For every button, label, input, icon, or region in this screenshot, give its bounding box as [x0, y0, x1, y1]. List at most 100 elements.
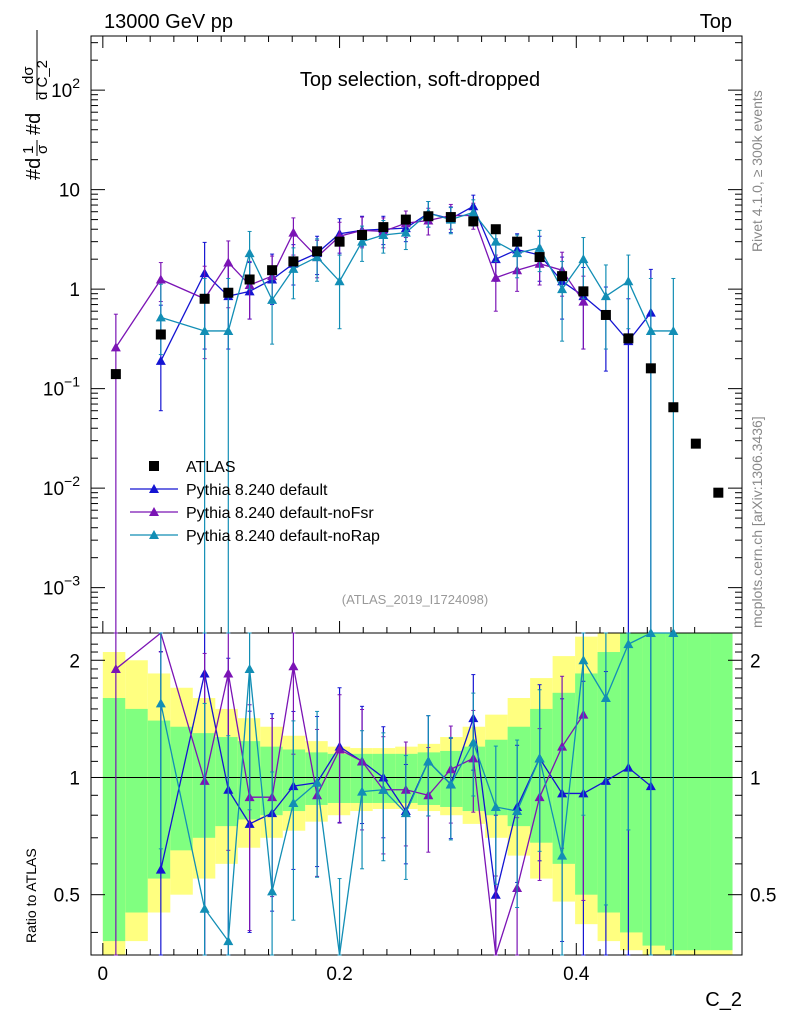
y-tick-label-main: 10 — [59, 181, 80, 202]
rivet-label: Rivet 4.1.0, ≥ 300k events — [749, 90, 765, 252]
point-main — [534, 242, 545, 252]
legend-marker — [149, 530, 159, 539]
legend: ATLAS Pythia 8.240 default Pythia 8.240 de… — [130, 459, 380, 545]
point-ratio — [557, 850, 568, 860]
chart-title: Top selection, soft-dropped — [300, 69, 540, 91]
point-ratio — [623, 639, 634, 649]
stat-uncertainty-band — [530, 708, 553, 843]
plot-frames — [90, 35, 743, 956]
data-point-atlas — [534, 252, 545, 263]
y-tick-label-exp: −3 — [64, 573, 80, 589]
y-axis-label-main: #d 1 σ #d dσ d C_2 — [20, 30, 51, 180]
stat-uncertainty-band — [620, 633, 643, 933]
y-tick-label-ratio-right: 0.5 — [750, 886, 776, 907]
y-tick-label-exp: −1 — [64, 374, 80, 390]
point-ratio — [400, 808, 411, 818]
data-point-atlas — [600, 309, 611, 320]
point-ratio — [668, 628, 679, 637]
stat-uncertainty-band — [507, 726, 531, 827]
point-ratio — [645, 628, 656, 637]
data-point-atlas — [645, 363, 656, 374]
y-tick-label-ratio: 1 — [69, 768, 80, 789]
legend-marker — [149, 507, 159, 516]
point-ratio — [110, 663, 121, 673]
point-main — [223, 257, 234, 267]
y-tick-label-exp: −2 — [64, 473, 80, 489]
point-ratio — [468, 737, 479, 747]
ylabel-part-0: #d — [23, 158, 45, 180]
series-layer — [110, 194, 724, 956]
mcplots-label: mcplots.cern.ch [arXiv:1306.3436] — [749, 416, 765, 628]
point-main — [334, 276, 345, 286]
point-main — [600, 291, 611, 301]
data-point-atlas — [668, 402, 679, 413]
x-axis-label: C_2 — [705, 989, 742, 1011]
point-ratio — [312, 777, 323, 787]
point-ratio — [223, 936, 234, 946]
point-main — [578, 254, 589, 264]
point-main — [244, 248, 255, 258]
data-point-atlas — [557, 271, 568, 282]
y-tick-label-ratio-right: 2 — [750, 651, 761, 672]
point-ratio — [600, 693, 611, 703]
stat-uncertainty-band — [102, 698, 126, 942]
series-atlas — [110, 211, 724, 498]
ylabel-part-3: #d — [23, 113, 45, 135]
data-point-atlas — [578, 286, 589, 297]
data-point-atlas — [423, 211, 434, 222]
legend-label: Pythia 8.240 default-noRap — [186, 528, 380, 545]
point-ratio — [155, 698, 166, 708]
point-ratio — [490, 801, 501, 811]
data-point-atlas — [713, 487, 724, 498]
series-line-ratio — [115, 631, 584, 956]
y-tick-label-main: 10−3 — [43, 573, 80, 600]
data-point-atlas — [267, 265, 278, 276]
y-tick-label-main: 102 — [51, 75, 80, 102]
point-main — [645, 325, 656, 335]
point-ratio — [423, 756, 434, 766]
stat-uncertainty-band — [687, 633, 711, 951]
stat-uncertainty-band — [575, 673, 598, 895]
data-point-atlas — [357, 230, 368, 240]
stat-uncertainty-band — [710, 633, 733, 951]
point-main — [400, 227, 411, 237]
point-main — [312, 252, 323, 262]
ylabel-part-4: dσ — [20, 66, 37, 84]
series-pythia-8-240-default-norap — [155, 199, 679, 956]
point-ratio — [534, 753, 545, 763]
data-point-atlas — [155, 329, 166, 340]
data-point-atlas — [490, 224, 501, 235]
stat-uncertainty-band — [125, 708, 148, 913]
data-point-atlas — [468, 216, 479, 227]
x-tick-label: 0.2 — [326, 964, 352, 985]
point-main — [512, 248, 523, 258]
y-tick-label-ratio: 2 — [69, 651, 80, 672]
y-tick-label-base: 10 — [43, 479, 64, 500]
legend-label-atlas: ATLAS — [186, 459, 236, 476]
y-tick-label-exp: 2 — [72, 75, 80, 91]
x-tick-label: 0 — [98, 964, 109, 985]
ylabel-part-2: σ — [34, 144, 51, 154]
y-tick-label-base: 10 — [59, 181, 80, 202]
data-point-atlas — [244, 274, 255, 285]
legend-label: Pythia 8.240 default-noFsr — [186, 505, 374, 522]
point-main — [267, 294, 278, 304]
data-point-atlas — [312, 246, 323, 257]
point-main — [357, 236, 368, 246]
point-ratio — [445, 779, 456, 789]
point-main — [378, 230, 389, 239]
ratio-uncertainty-bands — [102, 633, 733, 955]
point-ratio — [578, 655, 589, 665]
y-tick-label-main: 10−2 — [43, 473, 80, 500]
y-tick-label-base: 10 — [43, 579, 64, 600]
point-ratio — [512, 806, 523, 816]
point-main — [468, 207, 479, 217]
data-point-atlas — [288, 256, 299, 267]
ylabel-part-1: 1 — [20, 146, 37, 154]
point-ratio — [288, 797, 299, 807]
point-main — [557, 284, 568, 294]
point-ratio — [378, 784, 389, 794]
series-line-main — [160, 205, 652, 362]
y-tick-label-base: 10 — [43, 380, 64, 401]
